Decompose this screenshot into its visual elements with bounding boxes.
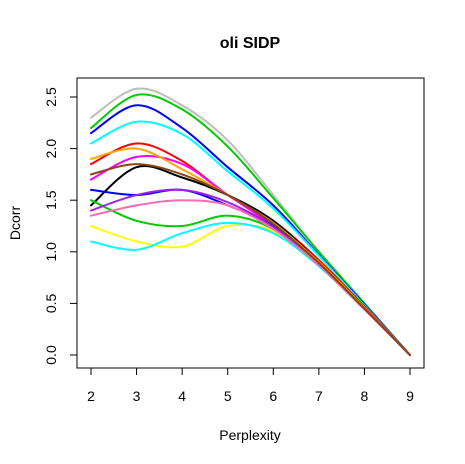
plot-frame [76,77,425,369]
x-tick-label: 4 [178,388,186,404]
series-line-7 [90,223,411,356]
x-tick-label: 3 [133,388,141,404]
x-tick-label: 2 [87,388,95,404]
y-tick-label: 1.5 [43,190,59,210]
x-tick-label: 7 [315,388,323,404]
y-tick-label: 1.0 [43,242,59,262]
y-tick-label: 0.0 [43,345,59,365]
y-axis: 0.0 0.5 1.0 1.5 2.0 2.5 [43,87,78,365]
series-line-10 [90,199,411,356]
y-tick-label: 2.0 [43,139,59,159]
plot-area [90,87,411,356]
y-tick-label: 2.5 [43,87,59,107]
x-axis: 2 3 4 5 6 7 8 9 [87,367,414,404]
chart-title: oli SIDP [220,35,281,52]
y-axis-label: Dcorr [7,206,23,241]
x-tick-label: 9 [406,388,414,404]
x-tick-label: 8 [361,388,369,404]
y-tick-label: 0.5 [43,293,59,313]
series-line-12 [90,147,411,356]
series-line-15 [90,163,411,356]
x-tick-label: 6 [269,388,277,404]
x-tick-label: 5 [224,388,232,404]
x-axis-label: Perplexity [219,427,280,443]
series-line-14 [90,199,411,356]
